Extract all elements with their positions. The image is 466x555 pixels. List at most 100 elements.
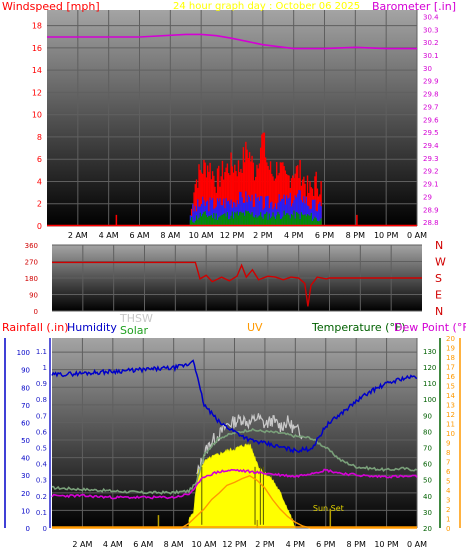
wind-y-tick-label: 2 xyxy=(37,200,42,209)
humidity-line xyxy=(51,359,418,454)
rain-y-tick-label: 0.1 xyxy=(36,509,47,517)
uv-y-tick-label: 17 xyxy=(446,364,455,372)
direction-y-tick-label: 270 xyxy=(25,259,38,267)
uv-line xyxy=(52,475,417,529)
rain-y-tick-label: 0 xyxy=(43,525,47,533)
humidity-y-tick-label: 80 xyxy=(21,384,30,392)
direction-y-tick-label: 0 xyxy=(34,308,38,316)
wind-x-tick-label: 2 PM xyxy=(253,231,272,240)
rain-y-tick-label: 1 xyxy=(43,364,47,372)
uv-y-tick-label: 14 xyxy=(446,392,455,400)
uv-y-tick-label: 9 xyxy=(446,440,450,448)
rain-y-tick-label: 0.5 xyxy=(36,444,47,452)
climate-x-tick-label: 4 AM xyxy=(103,540,123,549)
wind-x-tick-label: 4 AM xyxy=(99,231,119,240)
humidity-y-tick-label: 100 xyxy=(17,349,30,357)
sunset-annotation: Sun Set xyxy=(313,504,344,513)
temperature-y-tick-label: 130 xyxy=(423,348,436,356)
humidity-y-tick-label: 90 xyxy=(21,367,30,375)
temperature-y-tick-label: 60 xyxy=(423,461,432,469)
barometer-y-tick-label: 29.8 xyxy=(423,91,439,99)
climate-x-tick-label: 4 PM xyxy=(286,540,305,549)
legend-humidity: Humidity xyxy=(67,321,117,334)
rain-y-tick-label: 0.4 xyxy=(36,461,48,469)
temperature-y-tick-label: 90 xyxy=(423,412,432,420)
barometer-y-tick-label: 29.4 xyxy=(423,142,439,150)
barometer-y-tick-label: 29.1 xyxy=(423,181,439,189)
temperature-y-tick-label: 30 xyxy=(423,509,432,517)
legend-rainfall: Rainfall (.in) xyxy=(2,321,69,334)
wind-x-tick-label: 2 AM xyxy=(68,231,88,240)
climate-x-tick-label: 10 PM xyxy=(374,540,399,549)
wind-y-tick-label: 0 xyxy=(37,222,42,231)
climate-x-tick-label: 10 AM xyxy=(192,540,217,549)
barometer-y-tick-label: 29.3 xyxy=(423,155,439,163)
temperature-y-tick-label: 70 xyxy=(423,444,432,452)
windspeed-axis-label: Windspeed [mph] xyxy=(2,0,100,13)
humidity-y-tick-label: 40 xyxy=(21,455,30,463)
temperature-y-tick-label: 50 xyxy=(423,477,432,485)
wind-x-tick-label: 6 AM xyxy=(129,231,149,240)
barometer-y-tick-label: 29.2 xyxy=(423,168,439,176)
compass-label: W xyxy=(435,256,446,269)
humidity-y-tick-label: 0 xyxy=(26,525,30,533)
rain-y-tick-label: 0.9 xyxy=(36,380,47,388)
barometer-line xyxy=(47,33,417,50)
humidity-y-tick-label: 70 xyxy=(21,402,30,410)
uv-y-tick-label: 6 xyxy=(446,468,451,476)
wind-chart: 2 AM 4 AM 6 AM 8 AM 10 AM 12 PM 2 PM 4 PM 6 PM 8 … xyxy=(32,10,439,240)
uv-y-tick-label: 12 xyxy=(446,411,455,419)
wind-x-tick-label: 10 PM xyxy=(374,231,399,240)
wind-x-tick-label: 4 PM xyxy=(284,231,303,240)
climate-x-tick-label: 8 AM xyxy=(164,540,184,549)
legend-uv: UV xyxy=(247,321,263,334)
uv-y-tick-label: 13 xyxy=(446,402,455,410)
wind-y-tick-label: 14 xyxy=(32,66,42,75)
humidity-y-tick-label: 60 xyxy=(21,419,30,427)
rain-y-tick-label: 0.7 xyxy=(36,412,47,420)
humidity-y-tick-label: 30 xyxy=(21,472,30,480)
humidity-y-tick-label: 10 xyxy=(21,507,30,515)
legend-dew-point: Dew Point (°F) xyxy=(394,321,466,334)
barometer-y-tick-label: 29 xyxy=(423,193,432,201)
barometer-axis-label: Barometer [.in] xyxy=(372,0,456,13)
wind-x-tick-label: 6 PM xyxy=(315,231,334,240)
uv-y-tick-label: 19 xyxy=(446,345,455,353)
wind-y-tick-label: 12 xyxy=(32,88,42,97)
legend-solar: Solar xyxy=(120,324,149,337)
uv-y-tick-label: 16 xyxy=(446,373,455,381)
wind-y-tick-label: 4 xyxy=(37,177,42,186)
uv-y-tick-label: 3 xyxy=(446,497,450,505)
wind-y-tick-label: 16 xyxy=(32,44,42,53)
legend-thsw: THSW xyxy=(119,312,153,325)
dew-point-line xyxy=(51,468,418,500)
climate-x-tick-label: 2 PM xyxy=(255,540,274,549)
compass-label: S xyxy=(435,272,442,285)
rain-y-tick-label: 0.6 xyxy=(36,428,48,436)
direction-y-tick-label: 90 xyxy=(29,292,38,300)
compass-label: E xyxy=(435,289,442,302)
temperature-y-tick-label: 40 xyxy=(423,493,432,501)
climate-x-tick-label: 8 PM xyxy=(346,540,365,549)
temperature-y-tick-label: 20 xyxy=(423,525,432,533)
rain-y-tick-label: 1.1 xyxy=(36,348,47,356)
barometer-y-tick-label: 30.3 xyxy=(423,26,439,34)
wind-x-tick-label: 12 PM xyxy=(220,231,245,240)
rain-y-tick-label: 0.8 xyxy=(36,396,47,404)
wind-y-tick-label: 8 xyxy=(37,133,42,142)
humidity-y-tick-label: 20 xyxy=(21,490,30,498)
uv-y-tick-label: 2 xyxy=(446,506,450,514)
legend-temperature: Temperature (°F) xyxy=(311,321,406,334)
barometer-y-tick-label: 29.6 xyxy=(423,116,439,124)
uv-y-tick-label: 5 xyxy=(446,478,450,486)
humidity-y-tick-label: 50 xyxy=(21,437,30,445)
compass-label: N xyxy=(435,239,443,252)
uv-y-tick-label: 15 xyxy=(446,383,455,391)
uv-y-tick-label: 0 xyxy=(446,525,450,533)
wind-x-tick-label: 8 AM xyxy=(160,231,180,240)
wind-y-tick-label: 10 xyxy=(32,111,42,120)
barometer-y-tick-label: 29.7 xyxy=(423,103,439,111)
wind-x-tick-label: 8 PM xyxy=(346,231,365,240)
compass-label: N xyxy=(435,305,443,318)
barometer-y-tick-label: 28.8 xyxy=(423,219,439,227)
